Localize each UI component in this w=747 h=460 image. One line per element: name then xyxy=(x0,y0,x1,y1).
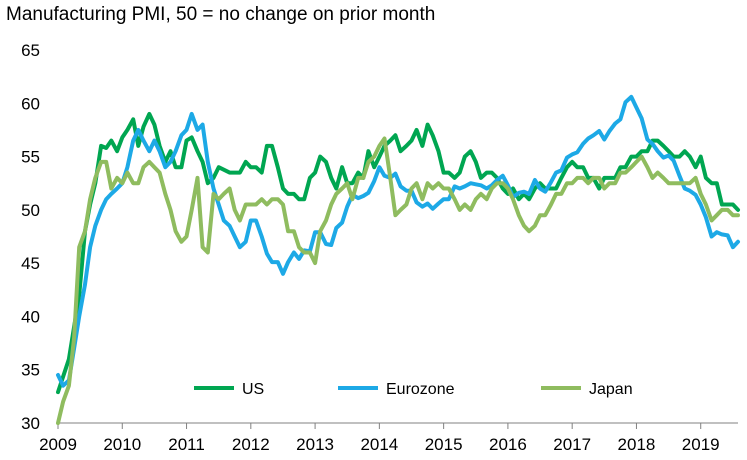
y-tick-label: 50 xyxy=(21,201,40,220)
series-line-eurozone xyxy=(56,94,740,388)
y-tick-label: 30 xyxy=(21,414,40,433)
x-tick-label: 2011 xyxy=(168,435,205,454)
legend-label-us: US xyxy=(242,381,264,398)
y-tick-label: 65 xyxy=(21,41,40,60)
x-tick-label: 2012 xyxy=(232,435,270,454)
x-tick-label: 2009 xyxy=(39,435,77,454)
y-tick-label: 60 xyxy=(21,94,40,113)
y-tick-label: 40 xyxy=(21,307,40,326)
legend-label-japan: Japan xyxy=(589,381,633,398)
series-line-us xyxy=(56,111,740,395)
x-tick-label: 2017 xyxy=(553,435,591,454)
y-tick-label: 45 xyxy=(21,254,40,273)
x-tick-label: 2013 xyxy=(296,435,334,454)
series-line-japan xyxy=(56,136,740,425)
x-tick-label: 2019 xyxy=(682,435,720,454)
y-tick-label: 35 xyxy=(21,361,40,380)
x-tick-label: 2015 xyxy=(425,435,463,454)
chart-title: Manufacturing PMI, 50 = no change on pri… xyxy=(6,4,436,25)
x-tick-label: 2014 xyxy=(360,435,398,454)
y-tick-label: 55 xyxy=(21,148,40,167)
legend-label-eurozone: Eurozone xyxy=(386,381,455,398)
x-tick-label: 2016 xyxy=(489,435,527,454)
x-tick-label: 2018 xyxy=(618,435,656,454)
x-tick-label: 2010 xyxy=(103,435,141,454)
